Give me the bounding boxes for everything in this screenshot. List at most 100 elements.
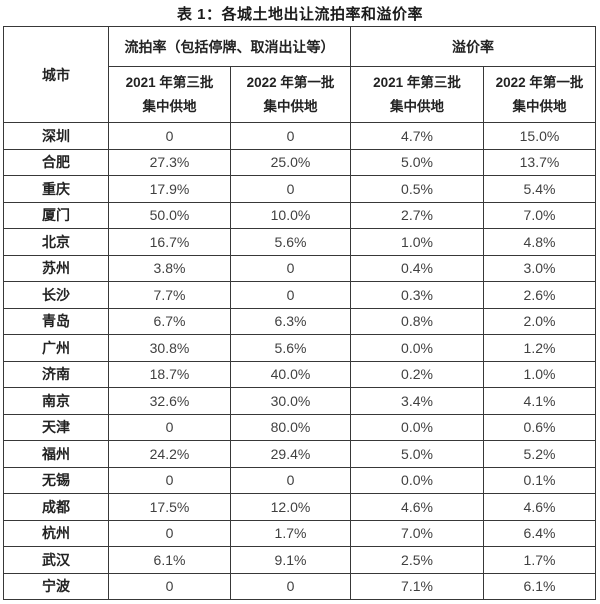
value-cell: 6.1% [483,572,596,600]
value-cell: 7.0% [350,519,484,547]
value-cell: 9.1% [230,546,351,574]
city-cell: 成都 [3,493,109,521]
city-cell: 杭州 [3,519,109,547]
value-cell: 3.8% [108,254,231,282]
city-cell: 北京 [3,228,109,256]
value-cell: 10.0% [230,201,351,229]
value-cell: 0 [230,572,351,600]
table-row: 长沙 7.7% 0 0.3% 2.6% [3,281,596,309]
value-cell: 1.0% [350,228,484,256]
table-row: 合肥 27.3% 25.0% 5.0% 13.7% [3,148,596,176]
table-row: 苏州 3.8% 0 0.4% 3.0% [3,254,596,282]
header-line-1: 2022 年第一批 [495,74,584,90]
table-row: 厦门 50.0% 10.0% 2.7% 7.0% [3,201,596,229]
value-cell: 24.2% [108,440,231,468]
city-cell: 合肥 [3,148,109,176]
value-cell: 0 [108,413,231,441]
value-cell: 4.6% [483,493,596,521]
value-cell: 2.6% [483,281,596,309]
table-row: 福州 24.2% 29.4% 5.0% 5.2% [3,440,596,468]
city-cell: 广州 [3,334,109,362]
value-cell: 0.8% [350,307,484,335]
header-line-1: 2022 年第一批 [246,74,335,90]
table-row: 武汉 6.1% 9.1% 2.5% 1.7% [3,546,596,574]
header-group-failure-rate: 流拍率（包括停牌、取消出让等） [108,26,351,67]
value-cell: 2.0% [483,307,596,335]
value-cell: 7.0% [483,201,596,229]
header-premium-2021-batch3: 2021 年第三批 集中供地 [350,66,484,123]
header-sub-row: 2021 年第三批 集中供地 2022 年第一批 集中供地 2021 年第三批 … [4,66,596,123]
header-premium-2022-batch1: 2022 年第一批 集中供地 [483,66,596,123]
city-cell: 宁波 [3,572,109,600]
city-cell: 苏州 [3,254,109,282]
value-cell: 15.0% [483,122,596,150]
value-cell: 6.4% [483,519,596,547]
value-cell: 0 [230,254,351,282]
table-row: 广州 30.8% 5.6% 0.0% 1.2% [3,334,596,362]
value-cell: 3.0% [483,254,596,282]
table-row: 杭州 0 1.7% 7.0% 6.4% [3,519,596,547]
value-cell: 13.7% [483,148,596,176]
value-cell: 0 [230,175,351,203]
value-cell: 0 [230,281,351,309]
value-cell: 5.0% [350,440,484,468]
value-cell: 4.7% [350,122,484,150]
value-cell: 17.9% [108,175,231,203]
table-row: 宁波 0 0 7.1% 6.1% [3,572,596,600]
value-cell: 1.0% [483,360,596,388]
city-cell: 福州 [3,440,109,468]
value-cell: 5.6% [230,228,351,256]
value-cell: 50.0% [108,201,231,229]
value-cell: 0.0% [350,413,484,441]
value-cell: 5.2% [483,440,596,468]
value-cell: 1.7% [483,546,596,574]
table-row: 青岛 6.7% 6.3% 0.8% 2.0% [3,307,596,335]
table-body: 深圳 0 0 4.7% 15.0% 合肥 27.3% 25.0% 5.0% 13.7% 重庆 17.9… [3,122,596,600]
value-cell: 4.8% [483,228,596,256]
table-row: 天津 0 80.0% 0.0% 0.6% [3,413,596,441]
value-cell: 30.0% [230,387,351,415]
value-cell: 0 [108,572,231,600]
value-cell: 0.5% [350,175,484,203]
value-cell: 18.7% [108,360,231,388]
value-cell: 5.6% [230,334,351,362]
value-cell: 0.6% [483,413,596,441]
value-cell: 4.6% [350,493,484,521]
city-cell: 天津 [3,413,109,441]
table-row: 重庆 17.9% 0 0.5% 5.4% [3,175,596,203]
value-cell: 5.0% [350,148,484,176]
table-row: 无锡 0 0 0.0% 0.1% [3,466,596,494]
value-cell: 0.1% [483,466,596,494]
header-failure-2021-batch3: 2021 年第三批 集中供地 [108,66,231,123]
city-cell: 无锡 [3,466,109,494]
value-cell: 12.0% [230,493,351,521]
value-cell: 0 [108,466,231,494]
value-cell: 1.7% [230,519,351,547]
value-cell: 2.7% [350,201,484,229]
header-line-2: 集中供地 [512,98,567,114]
table-row: 南京 32.6% 30.0% 3.4% 4.1% [3,387,596,415]
value-cell: 16.7% [108,228,231,256]
header-failure-2022-batch1: 2022 年第一批 集中供地 [230,66,351,123]
value-cell: 6.7% [108,307,231,335]
value-cell: 6.1% [108,546,231,574]
value-cell: 0.0% [350,466,484,494]
value-cell: 2.5% [350,546,484,574]
header-city: 城市 [3,26,109,123]
city-cell: 长沙 [3,281,109,309]
value-cell: 0.4% [350,254,484,282]
value-cell: 80.0% [230,413,351,441]
value-cell: 4.1% [483,387,596,415]
value-cell: 40.0% [230,360,351,388]
value-cell: 7.7% [108,281,231,309]
value-cell: 1.2% [483,334,596,362]
city-cell: 青岛 [3,307,109,335]
value-cell: 17.5% [108,493,231,521]
header-line-1: 2021 年第三批 [125,74,214,90]
header-line-1: 2021 年第三批 [373,74,461,90]
value-cell: 29.4% [230,440,351,468]
value-cell: 32.6% [108,387,231,415]
table-row: 济南 18.7% 40.0% 0.2% 1.0% [3,360,596,388]
table-row: 成都 17.5% 12.0% 4.6% 4.6% [3,493,596,521]
value-cell: 0.0% [350,334,484,362]
